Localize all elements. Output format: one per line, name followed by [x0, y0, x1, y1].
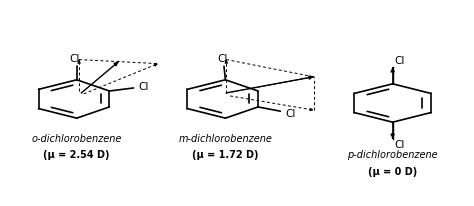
Text: (μ = 0 D): (μ = 0 D) [368, 167, 417, 177]
Text: Cl: Cl [218, 54, 228, 64]
Text: Cl: Cl [394, 56, 404, 66]
Text: Cl: Cl [394, 140, 404, 150]
Text: Cl: Cl [285, 109, 295, 119]
Text: (μ = 2.54 D): (μ = 2.54 D) [44, 150, 110, 160]
Text: (μ = 1.72 D): (μ = 1.72 D) [192, 150, 259, 160]
Text: o-dichlorobenzene: o-dichlorobenzene [32, 134, 122, 144]
Text: m-dichlorobenzene: m-dichlorobenzene [178, 134, 273, 144]
Text: p-dichlorobenzene: p-dichlorobenzene [347, 150, 438, 160]
Text: Cl: Cl [139, 82, 149, 92]
Text: Cl: Cl [69, 54, 80, 64]
